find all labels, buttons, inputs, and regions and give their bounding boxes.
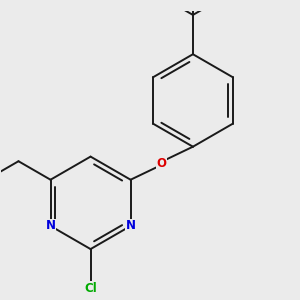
- Text: N: N: [46, 220, 56, 232]
- Text: O: O: [157, 157, 167, 170]
- Text: Cl: Cl: [84, 282, 97, 295]
- Text: N: N: [126, 220, 136, 232]
